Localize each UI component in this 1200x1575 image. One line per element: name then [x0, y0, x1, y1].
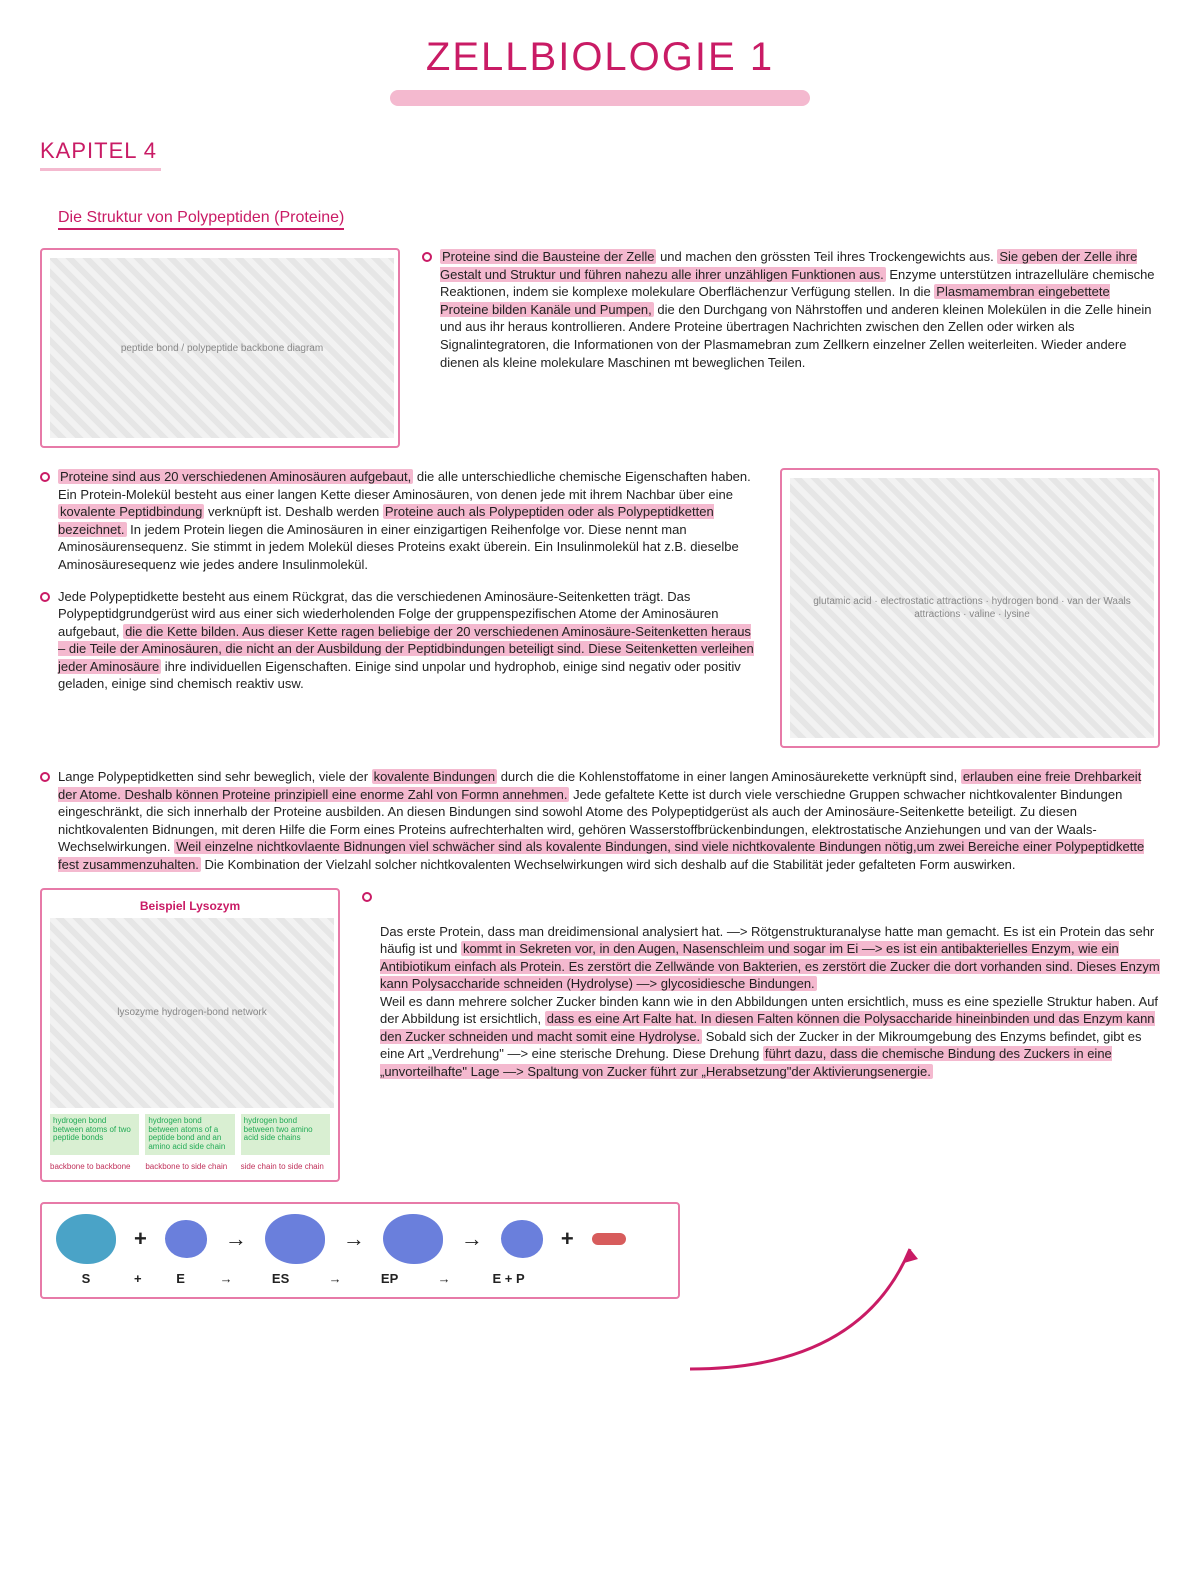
para-1: Proteine sind die Bausteine der Zelle un…: [422, 248, 1160, 371]
blob-e: [501, 1220, 543, 1258]
para-3: Jede Polypeptidkette besteht aus einem R…: [40, 588, 758, 693]
figure-reaction: + → → → + S + E → ES → EP → E + P: [40, 1202, 680, 1300]
blob-ep: [383, 1214, 443, 1264]
blob-enzyme: [56, 1214, 116, 1264]
reaction-labels: S + E → ES → EP → E + P: [56, 1270, 664, 1288]
blob-p: [592, 1233, 626, 1245]
text: kovalente Peptidbindung: [58, 504, 204, 519]
figure-interactions: glutamic acid · electrostatic attraction…: [780, 468, 1160, 748]
para-4: Lange Polypeptidketten sind sehr bewegli…: [40, 768, 1160, 873]
caption-row-red: backbone to backbone backbone to side ch…: [50, 1161, 330, 1172]
figure-peptide-bond: peptide bond / polypeptide backbone diag…: [40, 248, 400, 448]
text: Proteine sind die Bausteine der Zelle: [440, 249, 656, 264]
title-underline-bar: [390, 90, 810, 106]
text: kovalente Bindungen: [372, 769, 497, 784]
bullet-icon: [40, 472, 50, 482]
reaction-label: S: [56, 1270, 116, 1288]
reaction-label: EP: [360, 1270, 420, 1288]
figure-placeholder: glutamic acid · electrostatic attraction…: [790, 478, 1154, 738]
row-2: Proteine sind aus 20 verschiedenen Amino…: [40, 468, 1160, 748]
bullet-icon: [40, 592, 50, 602]
plus-icon: +: [134, 1224, 147, 1254]
arrow-icon: →: [343, 1224, 365, 1254]
row-3: Beispiel Lysozym lysozyme hydrogen-bond …: [40, 888, 1160, 1182]
reaction-graphics: + → → → +: [56, 1214, 664, 1264]
arrow-icon: →: [225, 1224, 247, 1254]
row-1: peptide bond / polypeptide backbone diag…: [40, 248, 1160, 448]
reaction-label: E + P: [469, 1270, 549, 1288]
para-2: Proteine sind aus 20 verschiedenen Amino…: [40, 468, 758, 573]
caption: side chain to side chain: [241, 1161, 330, 1172]
reaction-label: E: [160, 1270, 202, 1288]
caption: backbone to backbone: [50, 1161, 139, 1172]
reaction-label: ES: [251, 1270, 311, 1288]
text: verknüpft ist. Deshalb werden: [204, 504, 382, 519]
reaction-label: →: [438, 1270, 451, 1288]
para-5: Das erste Protein, dass man dreidimensio…: [362, 888, 1160, 1081]
chapter-heading: KAPITEL 4: [40, 136, 161, 171]
text: Lange Polypeptidketten sind sehr bewegli…: [58, 769, 372, 784]
text: und machen den grössten Teil ihres Trock…: [656, 249, 997, 264]
curved-arrow-icon: [680, 1239, 940, 1379]
section-heading: Die Struktur von Polypeptiden (Proteine): [58, 207, 344, 231]
text: ihre individuellen Eigenschaften. Einige…: [58, 659, 741, 692]
plus-icon: +: [561, 1224, 574, 1254]
caption: hydrogen bond between two amino acid sid…: [241, 1114, 330, 1155]
figure-placeholder: lysozyme hydrogen-bond network: [50, 918, 334, 1108]
text: kommt in Sekreten vor, in den Augen, Nas…: [380, 941, 1160, 991]
text: Die Kombination der Vielzahl solcher nic…: [201, 857, 1016, 872]
text: durch die die Kohlenstoffatome in einer …: [497, 769, 961, 784]
text: Proteine sind aus 20 verschiedenen Amino…: [58, 469, 413, 484]
bullet-icon: [362, 892, 372, 902]
text: In jedem Protein liegen die Aminosäuren …: [58, 522, 739, 572]
figure-lysozym: Beispiel Lysozym lysozyme hydrogen-bond …: [40, 888, 340, 1182]
reaction-label: →: [329, 1270, 342, 1288]
caption: hydrogen bond between atoms of two pepti…: [50, 1114, 139, 1155]
caption: backbone to side chain: [145, 1161, 234, 1172]
figure-label: Beispiel Lysozym: [50, 898, 330, 914]
caption: hydrogen bond between atoms of a peptide…: [145, 1114, 234, 1155]
arrow-icon: →: [461, 1224, 483, 1254]
blob-substrate: [165, 1220, 207, 1258]
caption-row-green: hydrogen bond between atoms of two pepti…: [50, 1114, 330, 1155]
page-title: ZELLBIOLOGIE 1: [40, 30, 1160, 84]
reaction-label: +: [134, 1270, 142, 1288]
figure-placeholder: peptide bond / polypeptide backbone diag…: [50, 258, 394, 438]
bullet-icon: [422, 252, 432, 262]
bullet-icon: [40, 772, 50, 782]
blob-es: [265, 1214, 325, 1264]
header: ZELLBIOLOGIE 1: [40, 30, 1160, 106]
reaction-label: →: [220, 1270, 233, 1288]
